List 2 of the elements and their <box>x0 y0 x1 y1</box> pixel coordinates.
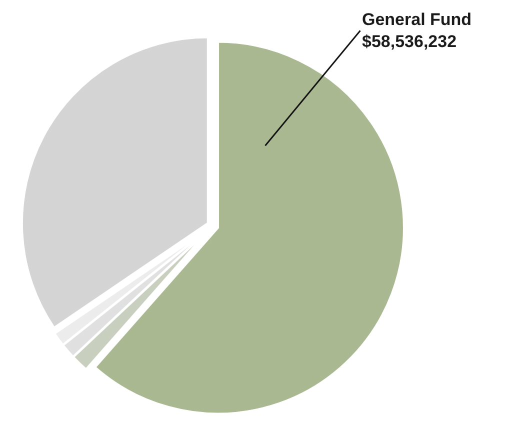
data-label: $58,536,232 <box>362 32 457 52</box>
slice-label: General Fund <box>362 10 472 29</box>
